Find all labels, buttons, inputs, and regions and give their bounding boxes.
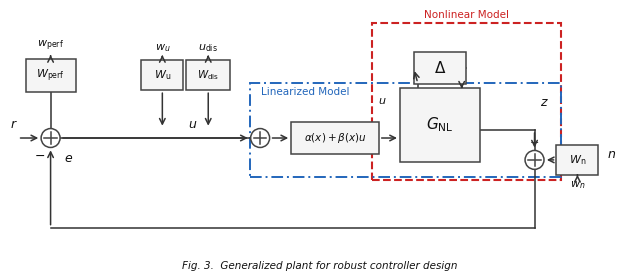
Text: $\Delta$: $\Delta$	[433, 60, 446, 76]
Circle shape	[525, 150, 544, 169]
Text: $+$: $+$	[529, 137, 540, 148]
FancyBboxPatch shape	[141, 60, 183, 90]
Text: $w_u$: $w_u$	[154, 42, 170, 54]
Circle shape	[251, 129, 269, 148]
Text: $u_\mathrm{dis}$: $u_\mathrm{dis}$	[198, 42, 218, 54]
Text: $n$: $n$	[607, 148, 616, 162]
FancyBboxPatch shape	[291, 122, 379, 154]
Text: $w_n$: $w_n$	[570, 179, 585, 191]
Text: Nonlinear Model: Nonlinear Model	[424, 10, 509, 20]
Text: $W_\mathrm{n}$: $W_\mathrm{n}$	[569, 153, 586, 167]
Text: $u$: $u$	[188, 118, 197, 131]
Text: $z$: $z$	[540, 96, 548, 109]
Text: $w_\mathrm{perf}$: $w_\mathrm{perf}$	[37, 39, 64, 53]
Text: $G_\mathrm{NL}$: $G_\mathrm{NL}$	[426, 116, 454, 134]
Text: Linearized Model: Linearized Model	[260, 87, 349, 97]
Text: $e$: $e$	[63, 152, 73, 165]
FancyBboxPatch shape	[557, 145, 598, 175]
FancyBboxPatch shape	[26, 59, 76, 92]
FancyBboxPatch shape	[400, 88, 479, 162]
Circle shape	[41, 129, 60, 148]
Text: $W_\mathrm{u}$: $W_\mathrm{u}$	[154, 68, 171, 82]
Text: $W_\mathrm{perf}$: $W_\mathrm{perf}$	[36, 67, 65, 83]
FancyBboxPatch shape	[414, 52, 466, 84]
Text: Fig. 3.  Generalized plant for robust controller design: Fig. 3. Generalized plant for robust con…	[182, 261, 458, 271]
Text: $\alpha(x)+\beta(x)u$: $\alpha(x)+\beta(x)u$	[303, 131, 366, 145]
Text: $W_\mathrm{dis}$: $W_\mathrm{dis}$	[197, 68, 220, 82]
Text: $u$: $u$	[378, 96, 387, 106]
Text: $r$: $r$	[10, 118, 17, 131]
FancyBboxPatch shape	[186, 60, 230, 90]
Text: $-$: $-$	[34, 149, 45, 162]
